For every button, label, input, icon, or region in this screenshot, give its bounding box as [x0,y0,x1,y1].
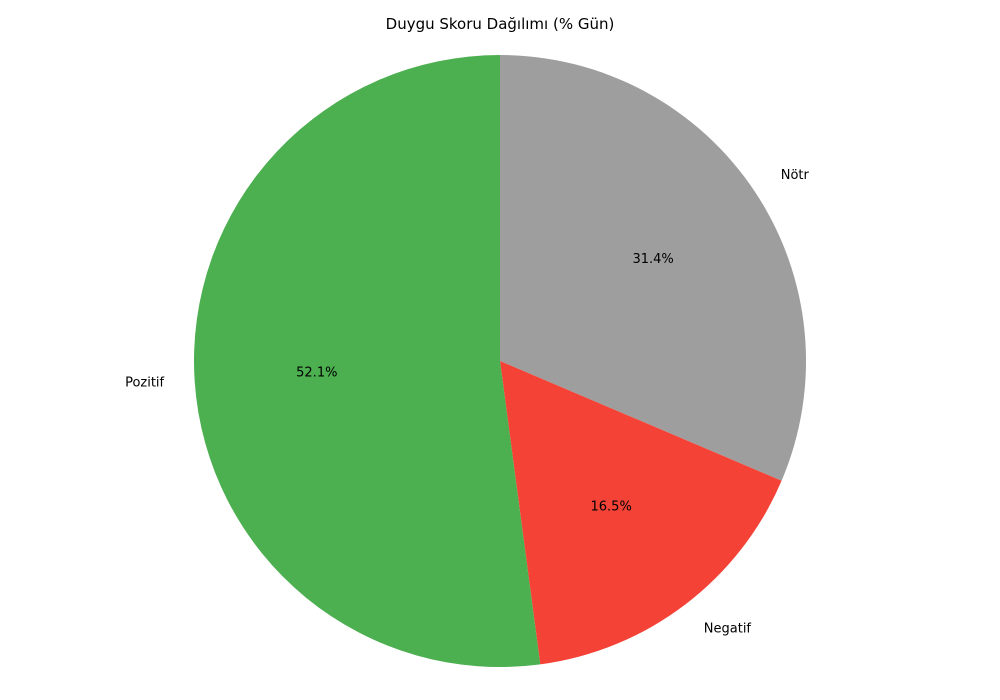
pie-labels: Nötr 31.4% Negatif 16.5% Pozitif 52.1% [125,168,809,637]
slice-label: Negatif [704,621,752,636]
slice-label: Nötr [781,168,810,183]
slice-percent-label: 31.4% [632,252,673,267]
pie-slice-n-tr [500,55,807,481]
pie-slice-pozitif [194,55,541,667]
slice-percent-label: 16.5% [591,500,632,515]
slice-label: Pozitif [125,376,164,391]
pie-slice-negatif [500,361,782,665]
chart-title: Duygu Skoru Dağılımı (% Gün) [386,15,615,33]
pie-slices [194,55,807,667]
slice-percent-label: 52.1% [296,366,337,381]
